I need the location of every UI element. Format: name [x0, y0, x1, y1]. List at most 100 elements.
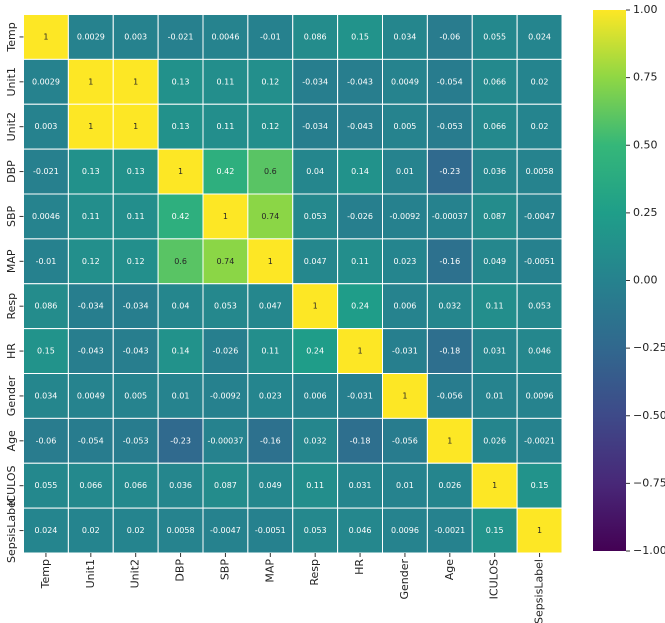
cell-label: 0.005 — [393, 122, 416, 131]
cell-label: 0.036 — [483, 167, 506, 176]
cell-label: 1 — [358, 347, 363, 356]
cell-label: 0.74 — [261, 212, 279, 221]
cell-label: -0.034 — [302, 77, 328, 86]
heatmap-cell — [516, 507, 563, 554]
heatmap-cell — [426, 238, 473, 285]
heatmap-cell — [23, 193, 69, 240]
cell-label: -0.043 — [123, 347, 149, 356]
cell-label: -0.23 — [170, 436, 191, 445]
heatmap-cell — [247, 148, 294, 195]
cell-label: 0.14 — [351, 167, 369, 176]
heatmap-cell — [202, 417, 249, 464]
heatmap-cell — [292, 507, 339, 554]
heatmap-cell — [382, 58, 428, 105]
heatmap-cell — [112, 507, 159, 554]
cell-label: -0.0092 — [389, 212, 420, 221]
cell-label: 0.11 — [217, 122, 235, 131]
heatmap-cell — [112, 283, 159, 330]
cell-label: 0.003 — [34, 122, 57, 131]
cell-label: 1 — [133, 77, 138, 86]
heatmap-cell — [202, 283, 249, 330]
heatmap-cell — [112, 103, 159, 150]
cell-label: 0.14 — [172, 347, 190, 356]
cell-label: 0.12 — [127, 257, 145, 266]
y-tick-label: ICULOS — [5, 465, 18, 505]
cell-label: 1 — [402, 391, 407, 400]
heatmap-cell — [157, 58, 204, 105]
cell-label: -0.034 — [78, 302, 104, 311]
heatmap-cell — [67, 373, 114, 419]
heatmap-cell — [247, 238, 294, 285]
cell-label: -0.043 — [347, 77, 373, 86]
cell-label: -0.021 — [168, 32, 194, 41]
cell-label: -0.0047 — [524, 212, 555, 221]
heatmap-cell — [247, 58, 294, 105]
heatmap-cell — [337, 238, 383, 285]
heatmap-cell — [516, 238, 563, 285]
cell-label: 0.023 — [393, 257, 416, 266]
heatmap-cell — [67, 417, 114, 464]
cell-label: 0.12 — [261, 122, 279, 131]
heatmap-cell — [292, 58, 339, 105]
heatmap-cell — [292, 238, 339, 285]
cell-label: 0.6 — [264, 167, 277, 176]
heatmap-cell — [292, 462, 339, 509]
x-tick-label: HR — [353, 559, 366, 575]
cell-label: 0.11 — [306, 481, 324, 490]
heatmap-cell — [157, 462, 204, 509]
cell-label: 0.11 — [82, 212, 100, 221]
cell-label: -0.054 — [78, 436, 104, 445]
heatmap-cell — [426, 417, 473, 464]
cell-label: 0.0029 — [32, 77, 60, 86]
heatmap-cell — [516, 328, 563, 374]
cell-label: -0.043 — [78, 347, 104, 356]
cell-label: -0.026 — [213, 347, 239, 356]
cell-label: 0.046 — [349, 526, 372, 535]
cell-label: 0.066 — [79, 481, 102, 490]
cell-label: -0.18 — [350, 436, 371, 445]
heatmap-cell — [247, 462, 294, 509]
cell-label: 0.12 — [82, 257, 100, 266]
heatmap-cell — [247, 283, 294, 330]
heatmap-cell — [337, 14, 383, 60]
cell-label: 0.11 — [217, 77, 235, 86]
cell-label: 1 — [447, 436, 452, 445]
cell-label: 1 — [492, 481, 497, 490]
y-tick-label: MAP — [5, 249, 18, 273]
heatmap-cell — [471, 58, 518, 105]
cell-label: 0.74 — [217, 257, 235, 266]
heatmap-cell — [516, 103, 563, 150]
cell-label: 0.24 — [351, 302, 369, 311]
cell-label: -0.23 — [439, 167, 460, 176]
heatmap-cell — [516, 58, 563, 105]
cell-label: 0.02 — [127, 526, 145, 535]
heatmap-cell — [292, 328, 339, 374]
x-tick-label: Resp — [308, 559, 321, 586]
x-tick-label: Temp — [39, 559, 52, 589]
x-tick-label: ICULOS — [488, 559, 501, 599]
cell-label: 0.13 — [82, 167, 100, 176]
cell-label: 0.053 — [528, 302, 551, 311]
heatmap-cell — [67, 193, 114, 240]
colorbar — [593, 10, 626, 551]
heatmap-cell — [157, 238, 204, 285]
heatmap-cell — [337, 417, 383, 464]
cell-label: 0.0096 — [526, 391, 554, 400]
x-tick-label: DBP — [174, 559, 187, 582]
heatmap-cell — [202, 58, 249, 105]
cell-label: -0.056 — [437, 391, 463, 400]
cell-label: 0.24 — [306, 347, 324, 356]
colorbar-tick-label: 0.25 — [633, 206, 658, 219]
cell-label: 1 — [178, 167, 183, 176]
cell-label: -0.034 — [302, 122, 328, 131]
cell-label: 1 — [88, 122, 93, 131]
heatmap-cell — [202, 328, 249, 374]
cell-label: -0.00037 — [432, 212, 468, 221]
cell-label: 1 — [537, 526, 542, 535]
colorbar-tick-label: −0.75 — [633, 476, 665, 489]
cell-label: 0.053 — [304, 212, 327, 221]
heatmap-cell — [471, 148, 518, 195]
cell-label: 0.049 — [259, 481, 282, 490]
y-tick-label: Unit1 — [5, 67, 18, 96]
cell-label: 0.6 — [174, 257, 187, 266]
